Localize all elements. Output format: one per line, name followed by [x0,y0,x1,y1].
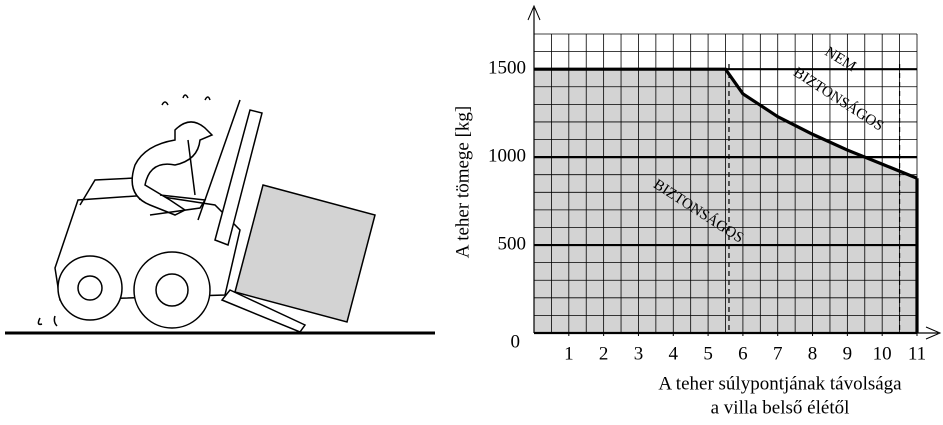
x-tick-label: 1 [564,343,574,364]
y-tick-label: 500 [498,233,527,254]
annotation: BIZTONSÁGOS [790,64,886,135]
x-axis-label: a villa belső élétől [711,397,850,418]
y-tick-label: 0 [511,331,521,352]
x-tick-label: 6 [738,343,748,364]
x-axis-label: A teher súlypontjának távolsága [658,373,902,394]
y-axis-label: A teher tömege [kg] [452,106,473,258]
x-tick-label: 2 [599,343,609,364]
x-tick-label: 8 [808,343,818,364]
figure: 0500100015001234567891011NEMBIZTONSÁGOSB… [0,0,943,425]
x-tick-label: 4 [669,343,679,364]
x-tick-label: 10 [873,343,892,364]
x-tick-label: 9 [843,343,853,364]
annotation: NEM [822,44,859,75]
forklift-illustration [5,95,435,333]
x-tick-label: 11 [908,343,926,364]
x-tick-label: 5 [703,343,713,364]
y-tick-label: 1000 [488,145,526,166]
y-tick-label: 1500 [488,58,526,79]
x-tick-label: 3 [634,343,644,364]
x-tick-label: 7 [773,343,783,364]
